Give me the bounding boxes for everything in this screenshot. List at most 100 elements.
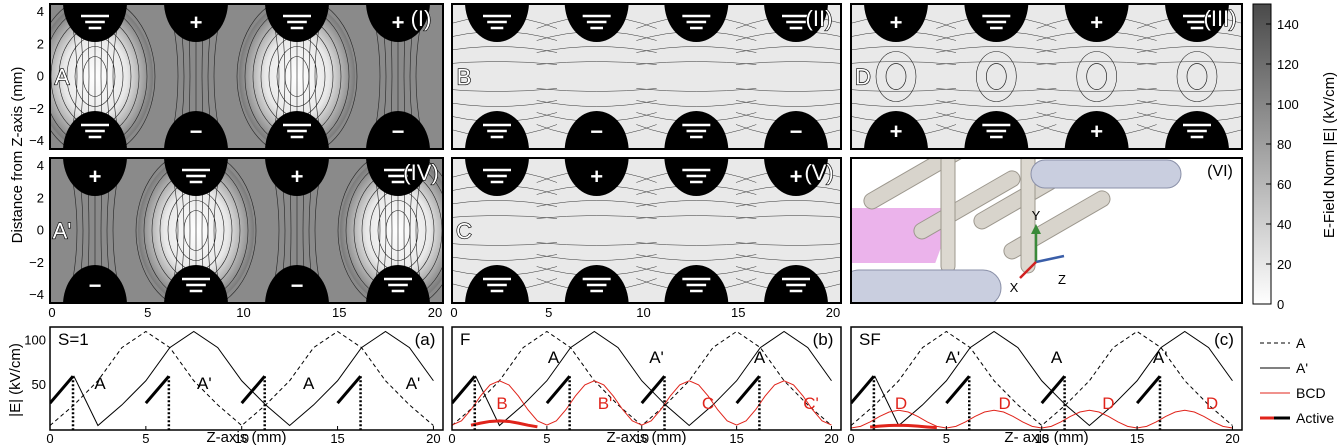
colorbar-tick-label: 60 bbox=[1277, 177, 1291, 192]
x-tick-label: 20 bbox=[428, 305, 442, 320]
electrode-top bbox=[864, 4, 928, 42]
electrode-top bbox=[764, 158, 828, 196]
active-line bbox=[470, 419, 538, 429]
legend-label: A bbox=[1296, 335, 1306, 351]
x-tick-label: 5 bbox=[144, 305, 151, 320]
active-line bbox=[851, 375, 876, 405]
x-tick-label: 5 bbox=[142, 431, 149, 446]
axis-x-label: X bbox=[1010, 280, 1019, 295]
legend: A A' BCD Active bbox=[1260, 335, 1334, 426]
region-label: A bbox=[55, 65, 70, 90]
x-tick-label: 5 bbox=[943, 431, 950, 446]
series-a-prime-line bbox=[851, 330, 1233, 427]
region-label: A bbox=[94, 374, 106, 393]
electrode-post bbox=[940, 158, 956, 274]
line-chart: 0 5 10 15 20 Z-axis (mm) (b) F B A B' A' C A C' bbox=[448, 326, 842, 446]
legend-label: BCD bbox=[1296, 385, 1326, 401]
panel-label: (V) bbox=[804, 160, 833, 185]
region-label: C' bbox=[803, 394, 819, 413]
x-axis-label: Z-axis (mm) bbox=[607, 429, 687, 446]
region-label: A' bbox=[53, 219, 72, 244]
electrode-bottom bbox=[366, 111, 430, 149]
y-tick-label: 0 bbox=[37, 223, 44, 238]
field-panel: − − (II) B bbox=[451, 3, 842, 150]
y-tick-label: 2 bbox=[37, 190, 44, 205]
chart-frame bbox=[49, 326, 444, 431]
corner-text: F bbox=[460, 330, 470, 349]
x-tick-label: 15 bbox=[332, 305, 346, 320]
panel-label: (IV) bbox=[403, 160, 438, 185]
colorbar-label: E-Field Norm |E| (kV/cm) bbox=[1321, 72, 1338, 238]
x-tick-label: 10 bbox=[234, 431, 248, 446]
chart-frame bbox=[451, 326, 842, 431]
region-label: D bbox=[895, 394, 907, 413]
region-label: A bbox=[754, 348, 766, 367]
z-axis-arrow-icon bbox=[1035, 254, 1065, 264]
region-label: A' bbox=[946, 348, 961, 367]
region-label: C bbox=[702, 394, 714, 413]
minus-sign-icon: − bbox=[291, 273, 304, 298]
x-tick-label: 0 bbox=[48, 305, 55, 320]
x-tick-label: 5 bbox=[543, 431, 550, 446]
x-tick-label: 15 bbox=[330, 431, 344, 446]
y-tick-label: 0 bbox=[37, 69, 44, 84]
endcap-cylinder bbox=[851, 269, 1002, 303]
x-tick-label: 15 bbox=[1130, 431, 1144, 446]
y-axis-label: |E| (kV/cm) bbox=[7, 343, 24, 417]
active-line bbox=[240, 375, 266, 405]
x-tick-label: 0 bbox=[448, 431, 455, 446]
panel-label: (VI) bbox=[1207, 163, 1233, 180]
axis-y-label: Y bbox=[1032, 208, 1041, 223]
active-line bbox=[1135, 375, 1162, 405]
region-label: A bbox=[548, 348, 560, 367]
region-label: A' bbox=[197, 374, 212, 393]
x-tick-label: 10 bbox=[636, 305, 650, 320]
y-tick-label: 2 bbox=[37, 36, 44, 51]
electrode-top bbox=[564, 158, 629, 196]
panel-label: (b) bbox=[813, 330, 834, 349]
panel-frame bbox=[850, 3, 1243, 150]
panel-label: (c) bbox=[1214, 330, 1234, 349]
panel-label: (I) bbox=[411, 6, 432, 31]
y-tick-label: −2 bbox=[29, 101, 44, 116]
active-line bbox=[50, 375, 75, 405]
active-line bbox=[144, 375, 170, 405]
x-tick-label: 0 bbox=[46, 431, 53, 446]
x-tick-label: 5 bbox=[545, 305, 552, 320]
colorbar: 140 120 100 80 60 40 20 0 E-Field Norm |E| (kV/c… bbox=[1252, 3, 1338, 312]
plus-sign-icon: + bbox=[291, 164, 304, 189]
x-axis-label: Z-axis (mm) bbox=[207, 429, 287, 446]
electrode-bottom bbox=[265, 265, 329, 303]
x-tick-label: 10 bbox=[635, 431, 649, 446]
colorbar-gradient bbox=[1252, 3, 1272, 305]
panel-frame bbox=[451, 157, 842, 304]
region-label: A bbox=[1051, 348, 1063, 367]
field-panel: + − + − (IV) A' bbox=[49, 157, 444, 304]
region-label: D bbox=[855, 65, 871, 90]
x-tick-label: 0 bbox=[847, 431, 854, 446]
active-line bbox=[640, 375, 666, 405]
panel-frame bbox=[451, 3, 842, 150]
y-tick-label: 4 bbox=[37, 158, 44, 173]
region-label: A' bbox=[1153, 348, 1168, 367]
series-a-prime-line bbox=[452, 330, 832, 427]
electrode-top bbox=[1064, 4, 1129, 42]
plus-sign-icon: + bbox=[89, 164, 102, 189]
colorbar-tick-label: 120 bbox=[1277, 57, 1299, 72]
x-axis-label: Z- axis (mm) bbox=[1004, 429, 1088, 446]
colorbar-tick-label: 80 bbox=[1277, 137, 1291, 152]
active-line bbox=[945, 375, 971, 405]
electrode-top bbox=[366, 4, 430, 42]
legend-label: A' bbox=[1296, 360, 1308, 376]
panel-label: (III) bbox=[1204, 6, 1237, 31]
active-line bbox=[336, 375, 362, 405]
corner-text: S=1 bbox=[58, 330, 89, 349]
line-chart: 0 5 10 15 20 Z- axis (mm) (c) SF D A' D A D A' D bbox=[847, 326, 1243, 446]
region-label: A bbox=[303, 374, 315, 393]
electrode-bottom bbox=[164, 111, 228, 149]
x-tick-label: 10 bbox=[236, 305, 250, 320]
active-line bbox=[452, 375, 476, 405]
series-a-line bbox=[452, 330, 832, 427]
y-tick-label: −4 bbox=[29, 133, 44, 148]
